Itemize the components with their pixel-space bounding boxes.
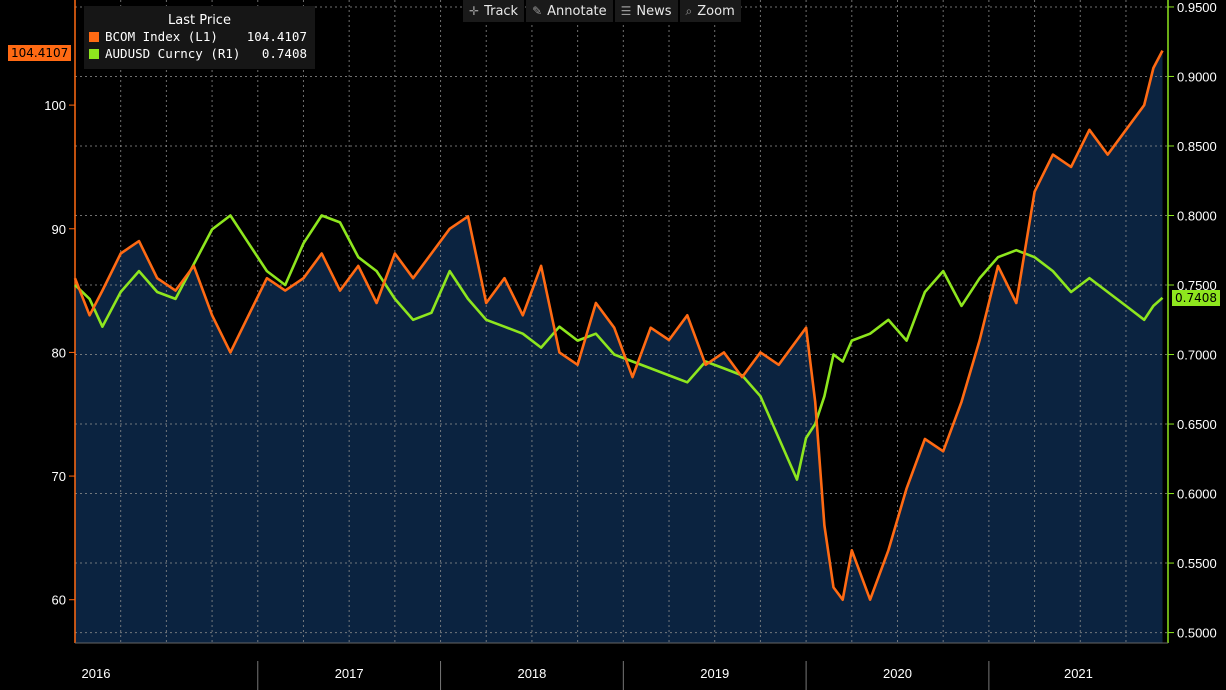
legend-value-audusd: 0.7408 <box>261 46 307 61</box>
right-tick-label: 0.6000 <box>1177 487 1217 502</box>
right-tick-label: 0.5500 <box>1177 556 1217 571</box>
legend-value-bcom: 104.4107 <box>246 29 307 44</box>
legend-item-bcom[interactable]: BCOM Index (L1) 104.4107 <box>84 28 315 45</box>
news-label: News <box>636 3 672 19</box>
zoom-label: Zoom <box>697 3 735 19</box>
right-tick-label: 0.5000 <box>1177 626 1217 641</box>
bcom-swatch <box>89 31 99 42</box>
legend-header: Last Price <box>168 13 231 28</box>
news-icon: ☰ <box>620 4 632 18</box>
left-tick-label: 80 <box>52 345 66 360</box>
audusd-line <box>74 214 1164 481</box>
pencil-icon: ✎ <box>532 4 543 18</box>
audusd-last-price-tag: 0.7408 <box>1172 290 1220 306</box>
crosshair-icon: ✛ <box>469 4 480 18</box>
right-tick-label: 0.8500 <box>1177 139 1217 154</box>
left-tick-label: 70 <box>52 469 66 484</box>
x-tick-label: 2019 <box>700 666 729 681</box>
audusd-swatch <box>89 48 99 59</box>
x-tick-label: 2018 <box>517 666 546 681</box>
right-tick-label: 0.6500 <box>1177 417 1217 432</box>
chart-legend: Last Price BCOM Index (L1) 104.4107 AUDU… <box>84 6 315 69</box>
magnifier-icon: ⌕ <box>685 3 693 18</box>
legend-name-audusd: AUDUSD Curncy (R1) <box>105 46 241 61</box>
x-tick-label: 2016 <box>82 666 111 681</box>
left-tick-label: 60 <box>52 593 66 608</box>
left-tick-label: 90 <box>52 222 66 237</box>
right-tick-label: 0.9500 <box>1177 0 1217 15</box>
track-label: Track <box>484 3 519 19</box>
track-button[interactable]: ✛ Track <box>463 0 525 22</box>
bcom-last-price-tag: 104.4107 <box>8 45 72 61</box>
legend-name-bcom: BCOM Index (L1) <box>105 29 218 44</box>
x-tick-label: 2020 <box>883 666 912 681</box>
right-tick-label: 0.7500 <box>1177 278 1217 293</box>
zoom-button[interactable]: ⌕ Zoom <box>679 0 741 22</box>
left-tick-label: 100 <box>44 98 66 113</box>
news-button[interactable]: ☰ News <box>614 0 678 22</box>
chart-toolbar: ✛ Track ✎ Annotate ☰ News ⌕ Zoom <box>463 0 741 22</box>
x-tick-label: 2017 <box>335 666 364 681</box>
bcom-line <box>73 49 1164 601</box>
right-tick-label: 0.8000 <box>1177 208 1217 223</box>
right-tick-label: 0.7000 <box>1177 348 1217 363</box>
bcom-area <box>75 50 1163 644</box>
legend-item-audusd[interactable]: AUDUSD Curncy (R1) 0.7408 <box>84 45 315 62</box>
annotate-button[interactable]: ✎ Annotate <box>526 0 613 22</box>
annotate-label: Annotate <box>547 3 607 19</box>
right-tick-label: 0.9000 <box>1177 69 1217 84</box>
x-tick-label: 2021 <box>1064 666 1093 681</box>
